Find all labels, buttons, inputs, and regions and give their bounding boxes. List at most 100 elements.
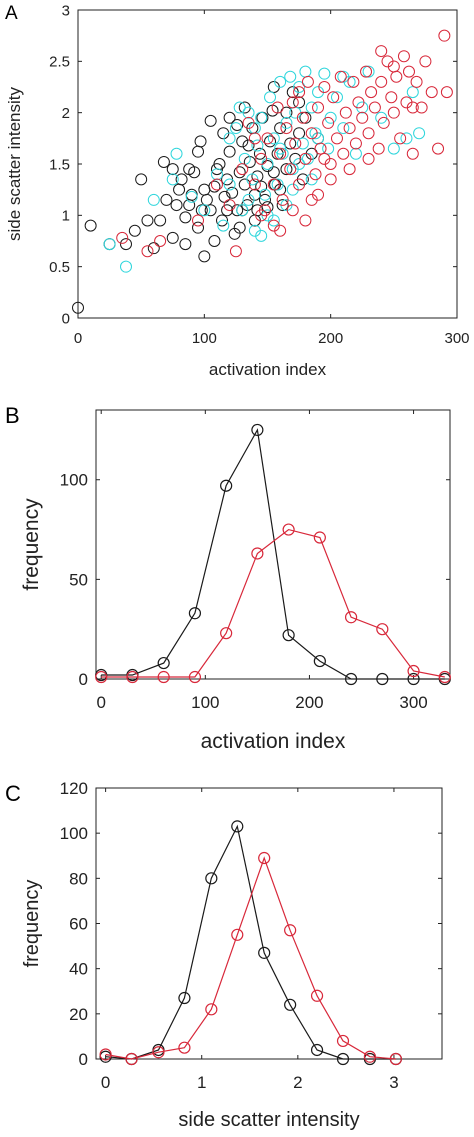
scatter-point <box>236 204 249 217</box>
scatter-point <box>289 106 302 119</box>
scatter-point <box>387 106 400 119</box>
scatter-point <box>147 193 160 206</box>
scatter-point <box>238 178 251 191</box>
scatter-point <box>349 137 362 150</box>
x-tick-label: 300 <box>399 693 427 712</box>
scatter-point <box>406 86 419 99</box>
scatter-point <box>173 183 186 196</box>
scatter-point <box>324 173 337 186</box>
series-marker <box>438 670 451 684</box>
scatter-point <box>200 193 213 206</box>
x-tick-label: 300 <box>444 330 469 347</box>
series-marker <box>152 1046 165 1059</box>
y-tick-label: 2 <box>62 105 70 122</box>
scatter-point <box>166 163 179 176</box>
scatter-point <box>387 60 400 73</box>
scatter-point <box>314 142 327 155</box>
scatter-point <box>274 142 287 155</box>
scatter-point <box>312 101 325 114</box>
x-tick-label: 200 <box>318 330 343 347</box>
scatter-point <box>347 75 360 88</box>
scatter-point <box>299 65 312 78</box>
series-marker <box>205 1003 218 1016</box>
series-marker <box>99 1048 112 1061</box>
series-marker <box>313 654 326 668</box>
scatter-point <box>166 231 179 244</box>
x-tick-label: 100 <box>191 693 219 712</box>
y-axis-label: frequency <box>20 498 43 591</box>
scatter-point <box>233 221 246 234</box>
scatter-point <box>377 116 390 129</box>
scatter-point <box>352 96 365 109</box>
scatter-point <box>365 86 378 99</box>
scatter-point <box>327 91 340 104</box>
scatter-point <box>362 127 375 140</box>
x-tick-label: 0 <box>101 1073 110 1092</box>
scatter-point <box>334 70 347 83</box>
scatter-point <box>255 229 268 242</box>
scatter-point <box>154 235 167 247</box>
series-marker <box>188 607 202 620</box>
scatter-point <box>432 142 445 155</box>
scatter-point <box>267 132 280 145</box>
scatter-point <box>368 101 381 114</box>
series-marker <box>376 623 389 636</box>
scatter-point <box>175 173 188 186</box>
scatter-point <box>135 173 148 186</box>
scatter-point <box>154 214 167 227</box>
scatter-point <box>233 101 246 114</box>
scatter-point <box>337 147 350 160</box>
panel-label: B <box>5 403 20 428</box>
scatter-point <box>280 106 293 119</box>
scatter-point <box>204 114 217 127</box>
scatter-point <box>255 152 268 165</box>
scatter-point <box>229 122 242 135</box>
scatter-point <box>425 86 438 99</box>
scatter-point <box>299 111 312 124</box>
scatter-point <box>208 180 221 193</box>
x-tick-label: 1 <box>197 1073 206 1092</box>
y-tick-label: 20 <box>69 1005 88 1024</box>
scatter-point <box>267 219 280 232</box>
series-marker <box>310 1043 324 1057</box>
scatter-point <box>120 260 133 273</box>
scatter-point <box>375 45 388 58</box>
scatter-point <box>255 209 268 222</box>
scatter-point <box>198 183 211 196</box>
x-tick-label: 100 <box>192 330 217 347</box>
scatter-point <box>72 301 84 314</box>
scatter-point <box>343 163 356 176</box>
x-axis-label: side scatter intensity <box>178 1109 359 1131</box>
scatter-point <box>166 173 179 186</box>
scatter-point <box>157 155 170 168</box>
scatter-point <box>183 163 196 176</box>
scatter-point <box>267 166 280 179</box>
scatter-point <box>217 219 230 232</box>
scatter-point <box>216 214 229 227</box>
y-tick-label: 3 <box>62 2 70 19</box>
scatter-point <box>372 142 385 155</box>
scatter-point <box>179 211 192 224</box>
scatter-point <box>301 75 314 88</box>
scatter-point <box>305 127 318 140</box>
x-tick-label: 0 <box>74 330 82 347</box>
scatter-point <box>170 147 183 160</box>
series-marker <box>376 672 389 686</box>
series-marker <box>220 627 233 640</box>
scatter-point <box>120 238 133 251</box>
scatter-point <box>128 224 141 237</box>
scatter-point <box>293 178 306 191</box>
scatter-point <box>309 168 322 181</box>
scatter-point <box>385 91 398 104</box>
scatter-point <box>318 81 331 93</box>
series-marker <box>220 479 233 492</box>
y-tick-label: 60 <box>69 914 88 933</box>
scatter-point <box>362 152 375 165</box>
series-marker <box>344 611 358 624</box>
scatter-point <box>343 122 356 135</box>
scatter-point <box>387 142 400 155</box>
panel-c: C 0 1 2 3 0 20 40 60 80 100 120 side scatter intensi… <box>5 779 443 1131</box>
scatter-point <box>147 242 160 255</box>
series-marker <box>95 670 108 684</box>
y-axis-label: frequency <box>21 880 43 968</box>
